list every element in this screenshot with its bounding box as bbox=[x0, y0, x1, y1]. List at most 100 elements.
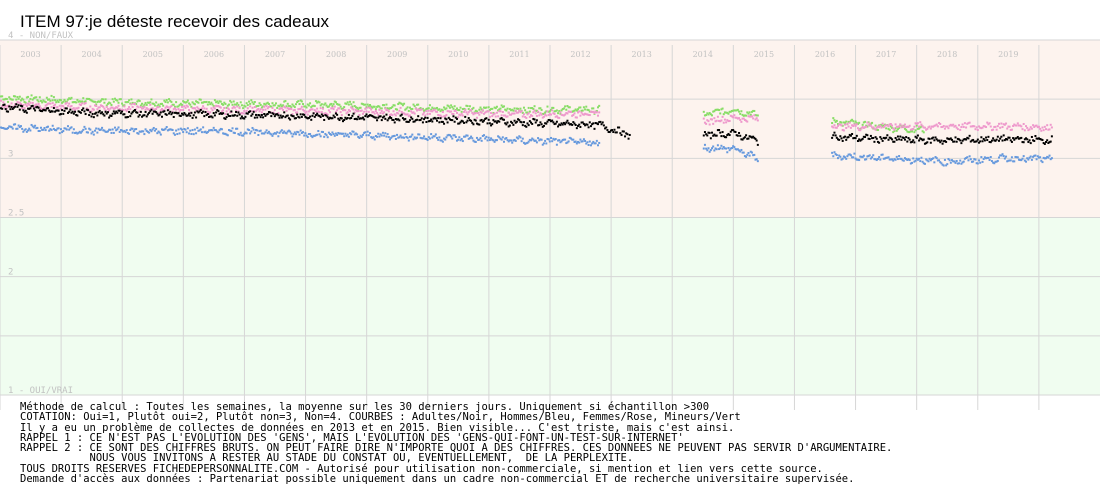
data-point bbox=[921, 130, 924, 133]
data-point bbox=[440, 108, 443, 111]
data-point bbox=[853, 123, 856, 126]
data-point bbox=[388, 114, 391, 117]
data-point bbox=[959, 128, 962, 131]
data-point bbox=[204, 111, 207, 114]
data-point bbox=[149, 103, 152, 106]
data-point bbox=[466, 113, 469, 116]
data-point bbox=[459, 121, 462, 124]
data-point bbox=[278, 131, 281, 134]
data-point bbox=[960, 162, 963, 165]
data-point bbox=[569, 110, 572, 113]
data-point bbox=[719, 112, 722, 115]
data-point bbox=[506, 107, 509, 110]
x-tick-label: 2008 bbox=[326, 50, 346, 59]
data-point bbox=[90, 99, 93, 102]
data-point bbox=[205, 107, 208, 110]
data-point bbox=[513, 107, 516, 110]
data-point bbox=[339, 111, 342, 114]
data-point bbox=[84, 100, 87, 103]
data-point bbox=[554, 115, 557, 118]
data-point bbox=[70, 126, 73, 129]
data-point bbox=[297, 131, 300, 134]
data-point bbox=[505, 123, 508, 126]
data-point bbox=[588, 110, 591, 113]
data-point bbox=[205, 100, 208, 103]
data-point bbox=[376, 119, 379, 122]
data-point bbox=[528, 120, 531, 123]
data-point bbox=[531, 137, 534, 140]
data-point bbox=[592, 110, 595, 113]
data-point bbox=[199, 98, 202, 101]
data-point bbox=[709, 149, 712, 152]
data-point bbox=[240, 115, 243, 118]
data-point bbox=[906, 158, 909, 161]
data-point bbox=[242, 134, 245, 137]
data-point bbox=[487, 118, 490, 121]
data-point bbox=[1028, 128, 1031, 131]
data-point bbox=[853, 136, 856, 139]
data-point bbox=[511, 141, 514, 144]
data-point bbox=[522, 113, 525, 116]
data-point bbox=[74, 109, 77, 112]
data-point bbox=[299, 99, 302, 102]
data-point bbox=[176, 105, 179, 108]
data-point bbox=[128, 106, 131, 109]
data-point bbox=[180, 112, 183, 115]
data-point bbox=[423, 110, 426, 113]
data-point bbox=[317, 129, 320, 132]
data-point bbox=[124, 108, 127, 111]
data-point bbox=[79, 104, 82, 107]
data-point bbox=[454, 135, 457, 138]
data-point bbox=[878, 126, 881, 129]
data-point bbox=[530, 139, 533, 142]
data-point bbox=[999, 126, 1002, 129]
data-point bbox=[186, 105, 189, 108]
data-point bbox=[851, 132, 854, 135]
data-point bbox=[441, 140, 444, 143]
data-point bbox=[982, 125, 985, 128]
data-point bbox=[327, 131, 330, 134]
data-point bbox=[244, 131, 247, 134]
data-point bbox=[546, 105, 549, 108]
data-point bbox=[48, 102, 51, 105]
data-point bbox=[565, 112, 568, 115]
data-point bbox=[719, 147, 722, 150]
data-point bbox=[936, 159, 939, 162]
data-point bbox=[561, 114, 564, 117]
data-point bbox=[58, 98, 61, 101]
data-point bbox=[916, 122, 919, 125]
data-point bbox=[421, 121, 424, 124]
data-point bbox=[571, 123, 574, 126]
data-point bbox=[586, 108, 589, 111]
data-point bbox=[1001, 153, 1004, 156]
data-point bbox=[232, 114, 235, 117]
data-point bbox=[974, 158, 977, 161]
data-point bbox=[161, 108, 164, 111]
data-point bbox=[369, 106, 372, 109]
data-point bbox=[333, 134, 336, 137]
data-point bbox=[1049, 158, 1052, 161]
data-point bbox=[494, 139, 497, 142]
data-point bbox=[743, 155, 746, 158]
data-point bbox=[705, 147, 708, 150]
data-point bbox=[561, 108, 564, 111]
data-point bbox=[135, 108, 138, 111]
data-point bbox=[88, 97, 91, 100]
data-point bbox=[705, 122, 708, 125]
data-point bbox=[253, 101, 256, 104]
data-point bbox=[545, 122, 548, 125]
data-point bbox=[372, 115, 375, 118]
data-point bbox=[732, 116, 735, 119]
data-point bbox=[990, 160, 993, 163]
data-point bbox=[500, 138, 503, 141]
data-point bbox=[852, 137, 855, 140]
data-point bbox=[104, 110, 107, 113]
data-point bbox=[434, 107, 437, 110]
data-point bbox=[550, 136, 552, 139]
data-point bbox=[189, 103, 192, 106]
data-point bbox=[736, 148, 739, 151]
data-point bbox=[423, 135, 426, 138]
data-point bbox=[949, 123, 952, 126]
data-point bbox=[162, 104, 165, 107]
